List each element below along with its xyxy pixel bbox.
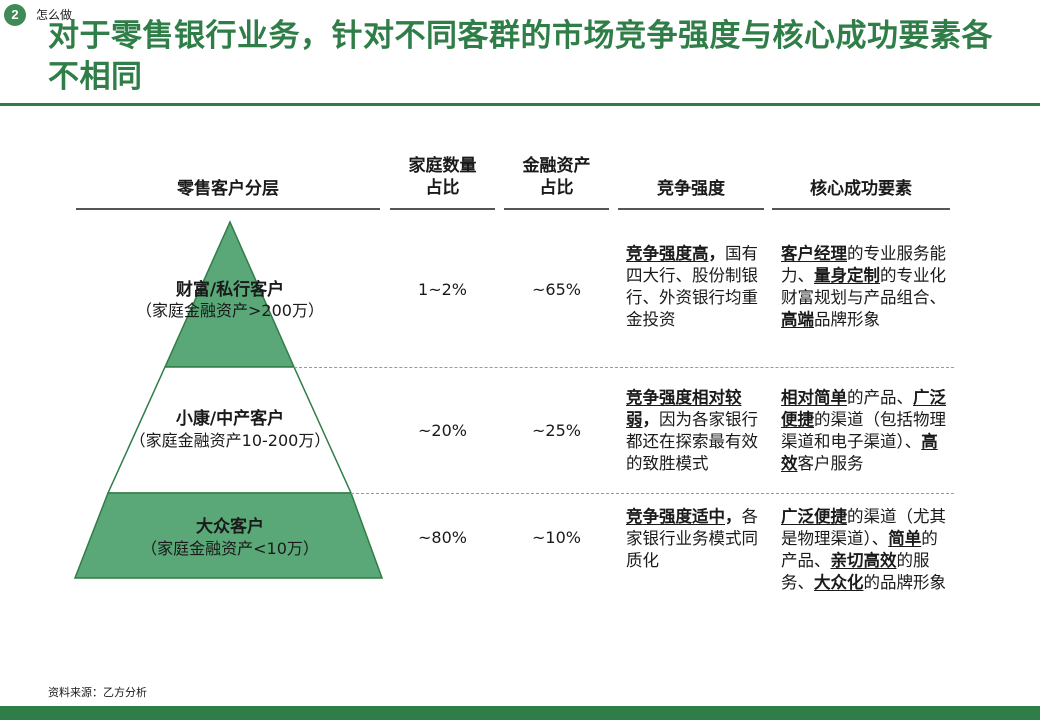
column-header-success: 核心成功要素 [810, 179, 912, 199]
emphasis-text: 广泛便捷 [781, 507, 847, 526]
emphasis-text: 相对简单 [781, 388, 847, 407]
body-text: 的渠道（尤其是物理渠道）、 [781, 507, 946, 548]
header-rule-tier [76, 208, 380, 210]
body-text: 的专业服务能力、 [781, 244, 946, 285]
slide-title: 对于零售银行业务，针对不同客群的市场竞争强度与核心成功要素各不相同 [48, 18, 993, 95]
emphasis-text: 客户经理 [781, 244, 847, 263]
competition-text-middle: 竞争强度相对较弱，因为各家银行都还在探索最有效的致胜模式 [626, 387, 762, 475]
source-note: 资料来源：乙方分析 [48, 686, 147, 699]
households-share-mass: ~80% [418, 528, 467, 547]
emphasis-text: 竞争强度相对较弱 [626, 388, 742, 429]
column-header-assets: 金融资产 占比 [504, 155, 609, 199]
emphasis-text: 竞争强度适中 [626, 507, 725, 526]
column-header-tier: 零售客户分层 [177, 179, 279, 199]
bold-text: ， [642, 410, 660, 429]
success-text-wealth: 客户经理的专业服务能力、量身定制的专业化财富规划与产品组合、高端品牌形象 [781, 243, 951, 331]
emphasis-text: 大众化 [814, 573, 864, 592]
body-text: 客户服务 [797, 454, 864, 473]
body-text: 的专业化财富规划与产品组合、 [781, 266, 946, 307]
body-text: 因为各家银行都还在探索最有效的致胜模式 [626, 410, 758, 473]
body-text: 的渠道（包括物理渠道和电子渠道）、 [781, 410, 946, 451]
success-text-middle: 相对简单的产品、广泛便捷的渠道（包括物理渠道和电子渠道）、高效客户服务 [781, 387, 951, 475]
tier-sub-mass: （家庭金融资产<10万） [141, 539, 319, 558]
assets-share-middle: ~25% [532, 421, 581, 440]
households-share-wealth: 1~2% [418, 280, 467, 299]
success-text-mass: 广泛便捷的渠道（尤其是物理渠道）、简单的产品、亲切高效的服务、大众化的品牌形象 [781, 506, 951, 594]
emphasis-text: 竞争强度高 [626, 244, 709, 263]
body-text: 品牌形象 [814, 310, 880, 329]
column-header-households-line2: 占比 [425, 178, 460, 198]
tier-sub-middle: （家庭金融资产10-200万） [129, 431, 331, 450]
assets-share-wealth: ~65% [532, 280, 581, 299]
emphasis-text: 广泛便捷 [781, 388, 946, 429]
tier-sub-wealth: （家庭金融资产>200万） [136, 301, 324, 320]
households-share-middle: ~20% [418, 421, 467, 440]
emphasis-text: 量身定制 [814, 266, 880, 285]
body-text: 的服务、 [781, 551, 930, 592]
tier-name-mass: 大众客户 [196, 517, 264, 537]
assets-share-mass: ~10% [532, 528, 581, 547]
bold-text: ， [725, 507, 742, 526]
pyramid-tier-bottom [73, 492, 384, 579]
body-text: 国有四大行、股份制银行、外资银行均重金投资 [626, 244, 758, 329]
section-number-badge: 2 [4, 4, 26, 26]
bold-text: ， [708, 244, 726, 263]
row-divider-2 [351, 493, 954, 494]
header-rule-success [772, 208, 950, 210]
tier-name-middle: 小康/中产客户 [175, 409, 285, 429]
emphasis-text: 简单 [888, 529, 922, 548]
competition-text-wealth: 竞争强度高，国有四大行、股份制银行、外资银行均重金投资 [626, 243, 762, 331]
header-rule-assets [504, 208, 609, 210]
emphasis-text: 亲切高效 [830, 551, 897, 570]
column-header-households: 家庭数量 占比 [390, 155, 495, 199]
competition-text-mass: 竞争强度适中，各家银行业务模式同质化 [626, 506, 762, 572]
column-header-assets-line2: 占比 [539, 178, 574, 198]
header-rule-competition [618, 208, 764, 210]
row-divider-1 [294, 367, 954, 368]
emphasis-text: 高效 [781, 432, 938, 473]
section-label: 怎么做 [36, 8, 73, 22]
tier-name-wealth: 财富/私行客户 [175, 280, 285, 300]
body-text: 的产品、 [781, 529, 938, 570]
body-text: 各家银行业务模式同质化 [626, 507, 758, 570]
emphasis-text: 高端 [781, 310, 814, 329]
body-text: 的品牌形象 [863, 573, 947, 592]
column-header-households-line1: 家庭数量 [408, 156, 477, 176]
footer-bar [0, 706, 1040, 720]
header-rule-households [390, 208, 495, 210]
column-header-competition: 竞争强度 [657, 179, 725, 199]
column-header-assets-line1: 金融资产 [522, 156, 591, 176]
title-divider [0, 103, 1040, 106]
body-text: 的产品、 [847, 388, 913, 407]
